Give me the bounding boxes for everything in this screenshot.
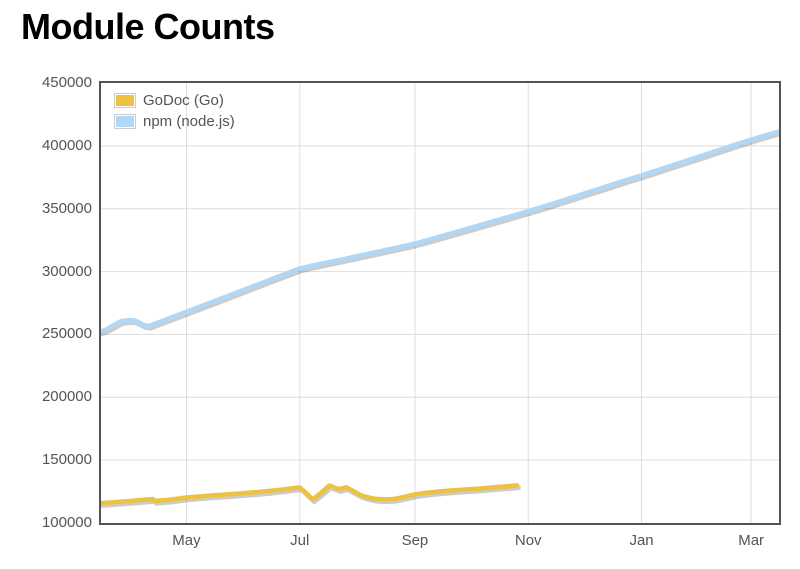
legend-label-npm: npm (node.js) [143,112,235,130]
x-axis-label-sep: Sep [401,532,429,549]
legend-item-godoc: GoDoc (Go) [114,90,235,111]
y-axis-label-150000: 150000 [41,451,92,469]
legend-swatch-godoc-icon [114,93,136,108]
y-axis-label-350000: 350000 [41,199,92,217]
legend-label-godoc: GoDoc (Go) [143,91,224,109]
x-axis-label-jul: Jul [290,532,310,549]
chart-title: Module Counts [21,6,275,47]
plot-canvas [101,83,779,523]
x-axis-label-mar: Mar [738,532,765,549]
y-axis-label-200000: 200000 [41,388,92,406]
series-line-godoc [101,483,520,506]
y-axis-label-400000: 400000 [41,136,92,154]
y-axis-label-100000: 100000 [41,514,92,531]
x-axis-label-nov: Nov [514,532,542,549]
x-axis-label-may: May [172,532,201,549]
series-line-npm [101,129,779,334]
series-shadow-npm [101,131,779,337]
y-axis-label-250000: 250000 [41,325,92,343]
legend-swatch-npm-icon [114,114,136,129]
legend-item-npm: npm (node.js) [114,111,235,132]
y-axis-label-450000: 450000 [41,74,92,91]
y-axis-label-300000: 300000 [41,262,92,280]
plot-area: GoDoc (Go) npm (node.js) [99,81,781,525]
x-axis-label-jan: Jan [629,532,654,549]
legend: GoDoc (Go) npm (node.js) [114,90,235,132]
